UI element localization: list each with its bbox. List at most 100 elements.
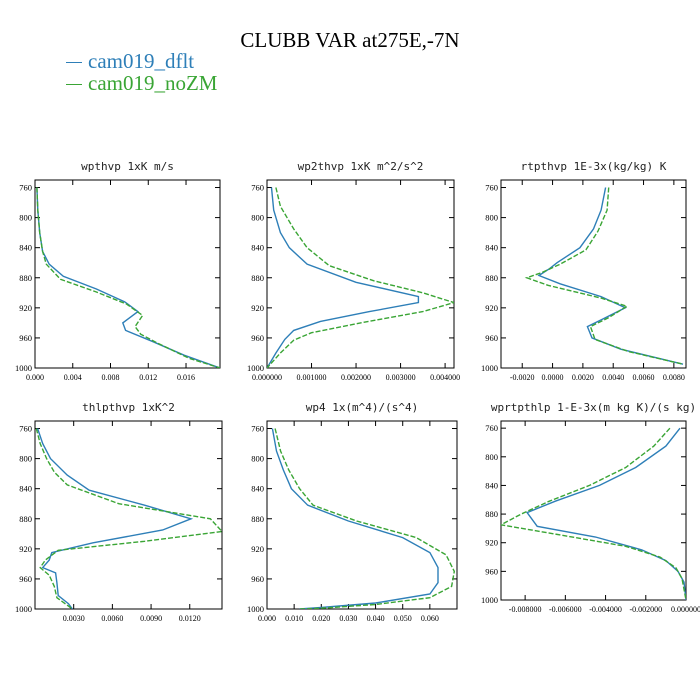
series-line-nozm bbox=[524, 187, 684, 365]
series-line-dflt bbox=[36, 187, 220, 368]
panel-title: wp2thvp 1xK m^2/s^2 bbox=[298, 160, 424, 173]
x-tick-label: 0.060 bbox=[421, 614, 439, 623]
legend-line-icon bbox=[66, 61, 82, 63]
y-tick-label: 960 bbox=[251, 574, 264, 584]
series-line-dflt bbox=[36, 428, 194, 609]
series-line-dflt bbox=[526, 427, 686, 600]
x-tick-label: 0.000 bbox=[258, 614, 276, 623]
x-tick-label: 0.004000 bbox=[430, 373, 460, 382]
x-tick-label: 0.0020 bbox=[572, 373, 594, 382]
y-tick-label: 920 bbox=[251, 544, 264, 554]
y-tick-label: 760 bbox=[485, 183, 498, 193]
y-tick-label: 800 bbox=[251, 454, 264, 464]
y-tick-label: 840 bbox=[19, 484, 32, 494]
plot-frame bbox=[500, 420, 687, 601]
y-tick-label: 920 bbox=[19, 303, 32, 313]
x-tick-label: 0.0080 bbox=[663, 373, 685, 382]
series-line-dflt bbox=[537, 187, 684, 365]
y-tick-label: 840 bbox=[485, 243, 498, 253]
x-tick-label: 0.0060 bbox=[633, 373, 655, 382]
panel-2: rtpthvp 1E-3x(kg/kg) K 760 800 840 880 920 960… bbox=[481, 160, 687, 382]
y-tick-label: 800 bbox=[19, 213, 32, 223]
series-line-dflt bbox=[267, 187, 420, 368]
x-tick-label: 0.020 bbox=[312, 614, 330, 623]
x-tick-label: 0.000 bbox=[26, 373, 44, 382]
x-tick-label: -0.002000 bbox=[629, 605, 662, 614]
figure-title: CLUBB VAR at275E,-7N bbox=[240, 28, 460, 52]
y-tick-label: 1000 bbox=[247, 604, 264, 614]
panel-4: wp4 1x(m^4)/(s^4)76080084088092096010000… bbox=[247, 401, 458, 623]
x-tick-label: -0.004000 bbox=[589, 605, 622, 614]
y-tick-label: 840 bbox=[485, 480, 498, 490]
series-line-nozm bbox=[35, 428, 222, 609]
y-tick-label: 1000 bbox=[15, 604, 32, 614]
x-tick-label: 0.016 bbox=[177, 373, 195, 382]
x-tick-label: -0.0020 bbox=[510, 373, 535, 382]
legend-entry-nozm: cam019_noZM bbox=[66, 71, 217, 96]
y-tick-label: 1000 bbox=[247, 363, 264, 373]
y-tick-label: 760 bbox=[251, 183, 264, 193]
y-tick-label: 800 bbox=[251, 213, 264, 223]
x-tick-label: 0.012 bbox=[139, 373, 157, 382]
y-tick-label: 760 bbox=[19, 424, 32, 434]
panel-title: thlpthvp 1xK^2 bbox=[82, 401, 175, 414]
y-tick-label: 880 bbox=[485, 273, 498, 283]
panel-title: rtpthvp 1E-3x(kg/kg) K bbox=[521, 160, 667, 173]
legend-label: cam019_dflt bbox=[88, 49, 195, 73]
x-tick-label: 0.000000 bbox=[252, 373, 282, 382]
x-tick-label: 0.003000 bbox=[386, 373, 416, 382]
x-tick-label: 0.004 bbox=[64, 373, 82, 382]
y-tick-label: 880 bbox=[19, 273, 32, 283]
x-tick-label: 0.001000 bbox=[297, 373, 327, 382]
y-tick-label: 960 bbox=[485, 566, 498, 576]
x-tick-label: 0.000000 bbox=[671, 605, 700, 614]
y-tick-label: 800 bbox=[485, 213, 498, 223]
legend-line-icon bbox=[66, 83, 82, 85]
panel-3: thlpthvp 1xK^2 760 800 840 880 920 960 1000 0.00… bbox=[15, 401, 223, 623]
series-line-nozm bbox=[267, 187, 454, 368]
x-tick-label: -0.006000 bbox=[549, 605, 582, 614]
plot-frame bbox=[500, 179, 687, 369]
y-tick-label: 840 bbox=[251, 243, 264, 253]
x-tick-label: 0.0120 bbox=[179, 614, 201, 623]
x-tick-label: 0.0090 bbox=[140, 614, 162, 623]
plot-frame bbox=[266, 420, 458, 610]
x-tick-label: 0.008 bbox=[102, 373, 120, 382]
x-tick-label: 0.0040 bbox=[602, 373, 624, 382]
y-tick-label: 840 bbox=[19, 243, 32, 253]
panel-title: wpthvp 1xK m/s bbox=[81, 160, 174, 173]
legend-entry-dflt: cam019_dflt bbox=[66, 49, 194, 74]
panel-title: wp4 1x(m^4)/(s^4) bbox=[306, 401, 419, 414]
y-tick-label: 920 bbox=[485, 303, 498, 313]
x-tick-label: 0.030 bbox=[339, 614, 357, 623]
y-tick-label: 960 bbox=[19, 574, 32, 584]
y-tick-label: 920 bbox=[485, 538, 498, 548]
x-tick-label: 0.010 bbox=[285, 614, 303, 623]
y-tick-label: 880 bbox=[485, 509, 498, 519]
y-tick-label: 880 bbox=[251, 514, 264, 524]
y-tick-label: 800 bbox=[485, 452, 498, 462]
x-tick-label: 0.0030 bbox=[63, 614, 85, 623]
y-tick-label: 960 bbox=[251, 333, 264, 343]
panel-title: wprtpthlp 1-E-3x(m kg K)/(s kg) bbox=[491, 401, 696, 414]
series-line-nozm bbox=[36, 187, 220, 368]
y-tick-label: 840 bbox=[251, 484, 264, 494]
y-tick-label: 1000 bbox=[481, 363, 498, 373]
y-tick-label: 760 bbox=[485, 423, 498, 433]
panel-0: wpthvp 1xK m/s76080084088092096010000.00… bbox=[15, 160, 221, 382]
y-tick-label: 1000 bbox=[481, 595, 498, 605]
panel-5: wprtpthlp 1-E-3x(m kg K)/(s kg) 760 800 840… bbox=[481, 401, 700, 614]
y-tick-label: 880 bbox=[251, 273, 264, 283]
series-line-nozm bbox=[274, 428, 456, 609]
y-tick-label: 920 bbox=[19, 544, 32, 554]
x-tick-label: 0.050 bbox=[394, 614, 412, 623]
panel-1: wp2thvp 1xK m^2/s^2 760 800 840 880 920 960 100… bbox=[247, 160, 460, 382]
x-tick-label: -0.008000 bbox=[509, 605, 542, 614]
x-tick-label: 0.002000 bbox=[341, 373, 371, 382]
x-tick-label: 0.0000 bbox=[542, 373, 564, 382]
x-tick-label: 0.040 bbox=[367, 614, 385, 623]
y-tick-label: 800 bbox=[19, 454, 32, 464]
y-tick-label: 920 bbox=[251, 303, 264, 313]
